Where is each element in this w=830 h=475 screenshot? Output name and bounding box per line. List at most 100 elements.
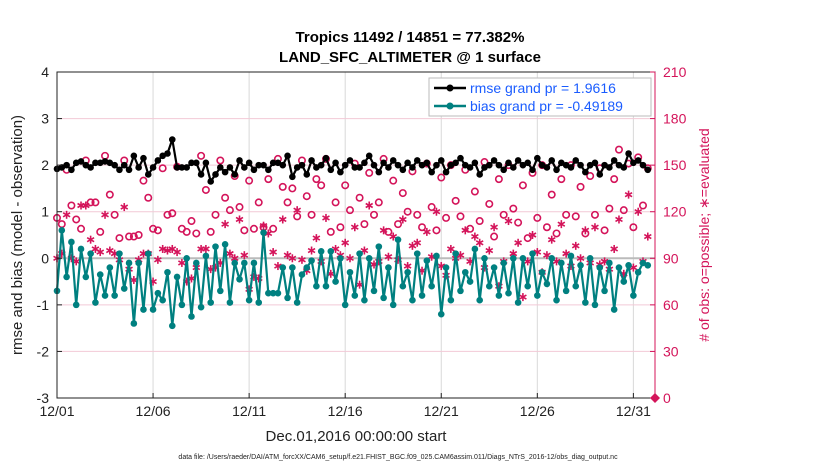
possible-obs-point [197,151,206,160]
rmse-point [553,166,560,174]
rmse-point [327,166,335,174]
bias-point [485,282,493,290]
rmse-point [356,164,363,171]
possible-obs-point [149,224,158,233]
rmse-point [591,159,599,167]
evaluated-obs-point [86,235,95,244]
rmse-point [77,158,85,165]
y2-tick-label: 60 [663,297,679,313]
rmse-point [154,157,162,164]
rmse-point [389,157,397,164]
possible-obs-point [77,224,86,233]
y2-tick-label: 0 [663,390,671,406]
x-tick-label: 12/11 [232,403,266,419]
possible-obs-point [542,223,551,232]
rmse-point [250,166,258,174]
y2-tick-label: 90 [663,250,679,266]
possible-obs-point [629,223,638,232]
chart-subtitle: LAND_SFC_ALTIMETER @ 1 surface [279,49,541,66]
evaluated-obs-point [504,217,513,226]
evaluated-obs-point [288,254,297,263]
possible-obs-point [331,198,340,207]
y-tick-label: -3 [37,390,50,406]
possible-obs-point [432,226,441,235]
bias-point [284,294,291,302]
bias-point [245,296,253,304]
rmse-point [188,159,195,167]
bias-point [534,292,541,299]
possible-obs-point [523,234,532,243]
evaluated-obs-point [576,254,585,263]
evaluated-obs-point [259,221,268,230]
rmse-point [572,157,580,164]
bias-point [154,289,162,297]
evaluated-obs-point [322,213,330,222]
rmse-point [87,164,94,171]
bias-point [212,243,219,250]
x-tick-label: 12/21 [424,403,459,419]
bias-point [92,299,99,306]
rmse-point [399,166,407,174]
rmse-point [476,171,483,178]
evaluated-obs-point [197,244,205,253]
evaluated-obs-point [446,244,455,253]
evaluated-obs-point [384,252,393,261]
bias-point [361,296,368,304]
y-tick-label: -1 [37,297,50,313]
possible-obs-point [562,210,571,219]
rmse-point [577,161,584,169]
possible-obs-point [307,210,316,219]
legend: rmse grand pr = 1.9616 bias grand pr = -… [428,77,652,117]
evaluated-obs-point [178,258,186,267]
rmse-point [303,171,311,178]
evaluated-obs-point [240,251,249,260]
y2-tick-label: 210 [663,64,687,80]
possible-obs-point [586,172,595,181]
rmse-point [548,157,556,164]
possible-obs-point [192,229,201,238]
rmse-point [610,157,618,164]
evaluated-obs-point [461,226,470,235]
evaluated-obs-point [591,223,599,232]
y2-axis-label: # of obs: o=possible; ∗=evaluated [696,128,712,341]
possible-obs-point [216,156,225,165]
rmse-point [606,164,613,171]
rmse-point [500,166,507,174]
bias-point [178,301,186,309]
bias-point [500,259,507,267]
possible-obs-point [225,206,234,215]
rmse-point [361,159,368,167]
rmse-point [130,152,138,160]
possible-obs-point [182,227,191,236]
rmse-point [178,164,186,171]
bias-point [303,264,311,271]
y-axis-label: rmse and bias (model - observation) [9,115,26,355]
bias-point [202,252,210,260]
evaluated-obs-point [403,262,412,271]
evaluated-obs-point [624,190,633,199]
evaluated-obs-point [519,293,527,302]
rmse-point [423,159,431,167]
bias-point [495,292,503,299]
rmse-point [620,164,628,171]
possible-obs-point [153,226,162,235]
grid [57,72,655,398]
bias-point [101,292,109,299]
possible-obs-point [134,231,143,240]
possible-obs-point [110,210,119,219]
bias-point [250,259,258,267]
bias-point [543,280,551,288]
evaluated-obs-point [398,215,407,224]
rmse-point [279,161,287,169]
evaluated-obs-point [471,232,479,241]
bias-point [601,287,608,295]
bias-point [481,254,488,262]
rmse-point [596,171,604,178]
bias-point [116,250,123,257]
x-tick-label: 12/01 [39,403,74,419]
possible-obs-point [494,175,503,184]
evaluated-obs-point [293,206,302,215]
possible-obs-point [129,232,138,241]
possible-obs-point [394,220,403,229]
bias-point [82,273,90,281]
